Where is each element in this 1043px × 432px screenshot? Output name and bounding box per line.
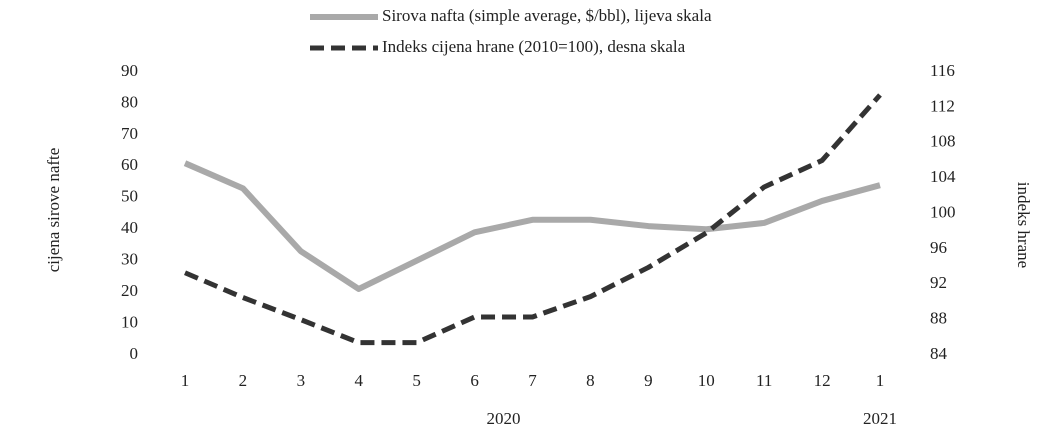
x-tick-label: 2 [239, 371, 248, 390]
x-tick-label: 6 [470, 371, 479, 390]
y2-tick-label: 112 [930, 96, 955, 115]
x-tick-label: 10 [698, 371, 715, 390]
x-group-label: 2021 [863, 409, 897, 428]
x-tick-label: 1 [181, 371, 190, 390]
x-tick-label: 7 [528, 371, 537, 390]
y-tick-label: 40 [121, 218, 138, 237]
y2-tick-label: 84 [930, 344, 948, 363]
y-tick-label: 0 [130, 344, 139, 363]
y-axis-label: cijena sirove nafte [44, 148, 63, 273]
y2-tick-label: 108 [930, 132, 956, 151]
data-line [183, 160, 881, 292]
x-tick-label: 3 [297, 371, 306, 390]
x-tick-label: 5 [412, 371, 421, 390]
y2-tick-label: 116 [930, 61, 955, 80]
y2-axis-label: indeks hrane [1014, 182, 1033, 268]
x-tick-label: 9 [644, 371, 653, 390]
y2-tick-label: 88 [930, 309, 947, 328]
y2-tick-label: 96 [930, 238, 947, 257]
y-tick-label: 90 [121, 61, 138, 80]
x-tick-label: 11 [756, 371, 772, 390]
x-tick-label: 4 [355, 371, 364, 390]
y-tick-label: 60 [121, 155, 138, 174]
y2-tick-label: 92 [930, 273, 947, 292]
x-tick-label: 8 [586, 371, 595, 390]
y-tick-label: 50 [121, 187, 138, 206]
x-tick-label: 1 [876, 371, 885, 390]
y-tick-label: 20 [121, 281, 138, 300]
legend-label: Indeks cijena hrane (2010=100), desna sk… [382, 37, 686, 56]
data-line [184, 93, 882, 346]
y-tick-label: 10 [121, 312, 138, 331]
y-tick-label: 30 [121, 250, 138, 269]
y2-tick-label: 100 [930, 202, 956, 221]
x-group-label: 2020 [487, 409, 521, 428]
y2-tick-label: 104 [930, 167, 956, 186]
legend-label: Sirova nafta (simple average, $/bbl), li… [382, 6, 712, 25]
x-tick-label: 12 [814, 371, 831, 390]
y-tick-label: 70 [121, 124, 138, 143]
y-tick-label: 80 [121, 92, 138, 111]
